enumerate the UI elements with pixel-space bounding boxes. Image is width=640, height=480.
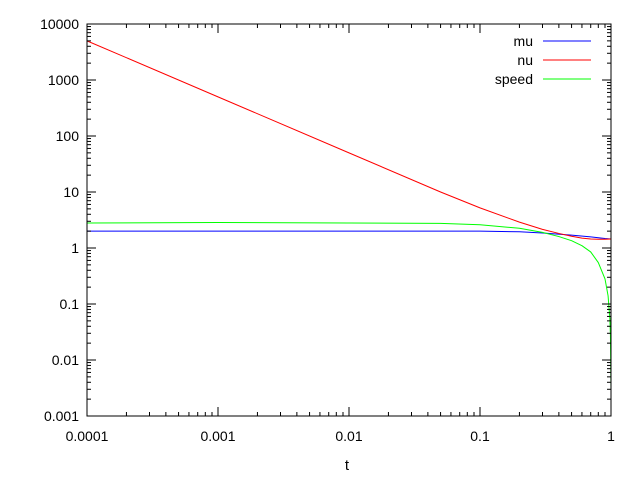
tick-labels: 0.0001 0.001 0.01 0.1 1 0.001 0.01 0.1 1 10 100 100… — [40, 16, 615, 444]
y-tick-label: 1 — [71, 240, 79, 256]
series-line-nu — [86, 40, 612, 240]
x-tick-label: 1 — [607, 428, 615, 444]
x-tick-label: 0.01 — [335, 428, 362, 444]
y-tick-label: 0.1 — [60, 296, 80, 312]
legend-label-nu: nu — [517, 52, 533, 68]
y-tick-label: 100 — [56, 128, 80, 144]
y-tick-label: 1000 — [48, 72, 79, 88]
plot-frame — [86, 23, 612, 417]
legend-label-mu: mu — [514, 33, 533, 49]
series-line-speed — [86, 222, 612, 390]
plot-lines — [86, 40, 612, 390]
x-axis-title: t — [345, 457, 350, 474]
series-line-mu — [87, 230, 612, 240]
y-tick-label: 10000 — [40, 16, 79, 32]
legend-label-speed: speed — [495, 71, 533, 87]
x-tick-label: 0.0001 — [66, 428, 109, 444]
y-tick-label: 0.01 — [52, 352, 79, 368]
axis-ticks — [86, 23, 612, 417]
y-tick-label: 0.001 — [44, 408, 79, 424]
y-tick-label: 10 — [63, 184, 79, 200]
x-tick-label: 0.001 — [200, 428, 235, 444]
x-tick-label: 0.1 — [470, 428, 490, 444]
legend: mu nu speed — [495, 33, 591, 87]
